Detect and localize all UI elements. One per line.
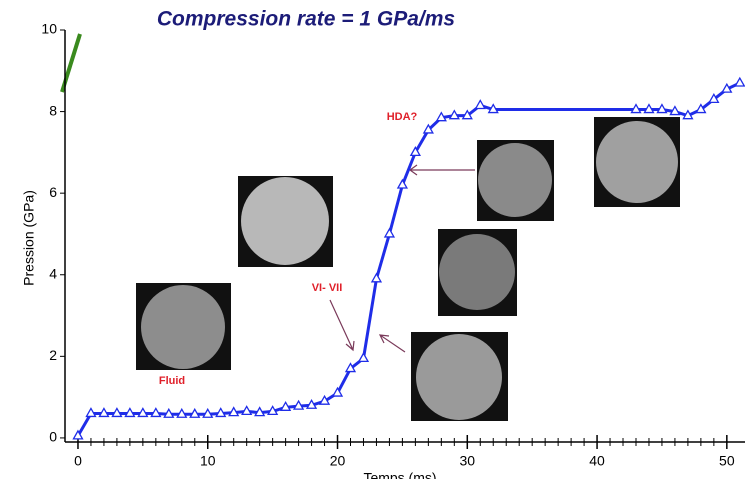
data-point [344,362,357,373]
data-point [682,109,694,120]
annotation: VI- VII [312,282,343,294]
annotation: HDA? [387,111,418,123]
photo-disc [439,234,515,310]
y-tick-label: 10 [41,21,57,37]
arrow [408,164,475,176]
data-point [279,401,292,411]
data-point [137,407,149,418]
x-tick-label: 20 [330,453,346,469]
arrow [378,334,406,353]
data-point [305,398,318,409]
data-point [292,399,305,410]
y-axis-label: Pression (GPa) [21,190,37,286]
data-point [85,407,97,418]
data-point [643,103,655,114]
data-point [370,272,383,283]
annotation: Fluid [159,375,185,387]
micrographs [136,117,680,421]
data-point [448,109,460,120]
data-point [163,407,175,418]
data-point [215,407,227,418]
photo-disc [596,121,678,203]
data-point [656,103,668,114]
data-point [630,103,642,114]
photo-disc [416,334,502,420]
data-point [176,407,188,418]
data-point [150,407,162,418]
photo-disc [478,143,552,217]
chart-title: Compression rate = 1 GPa/ms [157,8,455,31]
data-point [241,405,253,416]
data-point [708,93,720,103]
data-point [357,352,370,363]
x-tick-label: 40 [589,453,605,469]
photo-disc [241,177,329,265]
y-tick-label: 6 [49,184,57,200]
x-tick-label: 30 [460,453,476,469]
data-point [72,429,84,440]
x-axis-label: Temps (ms) [363,470,436,479]
data-point [202,407,214,418]
data-point [435,111,447,122]
data-point [383,227,396,238]
y-tick-label: 0 [49,429,57,445]
data-point [111,407,123,418]
y-tick-label: 8 [49,102,57,118]
x-tick-label: 0 [74,453,82,469]
data-point [98,407,110,418]
data-point [669,105,681,116]
arrow [329,299,355,352]
data-point [422,123,434,134]
data-point [734,76,745,87]
data-point [487,103,499,114]
x-tick-label: 50 [719,453,735,469]
y-tick-label: 4 [49,265,57,281]
data-point [124,407,136,418]
data-point [721,82,733,93]
data-point [461,109,473,120]
data-point [396,178,409,189]
data-point [474,99,486,110]
y-tick-label: 2 [49,347,57,363]
data-point [228,406,240,417]
data-point [318,394,331,405]
data-point [695,103,707,114]
arrows [329,164,475,353]
data-point [331,386,344,397]
x-tick-label: 10 [200,453,216,469]
data-point [254,406,266,417]
photo-disc [141,285,225,369]
data-point [409,146,421,157]
data-point [189,407,201,418]
data-point [267,405,279,416]
